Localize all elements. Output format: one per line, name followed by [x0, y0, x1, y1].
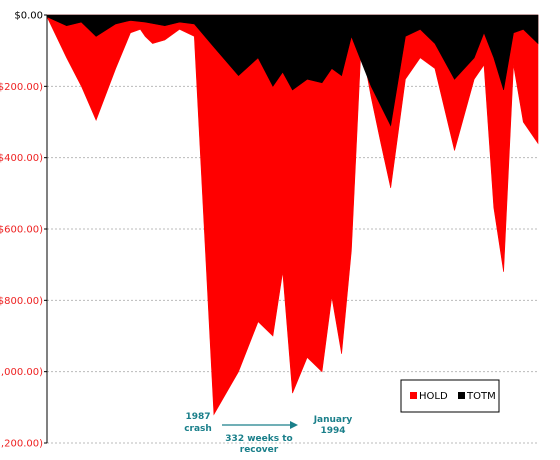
annotation-january: January	[313, 415, 353, 425]
legend-swatch-totm	[458, 392, 465, 399]
annotation-weeks: 332 weeks to	[225, 434, 292, 444]
y-tick-label: $0.00	[14, 11, 43, 22]
series-area-hold	[46, 14, 539, 416]
legend-label-totm: TOTM	[466, 391, 496, 402]
annotation-recover: recover	[240, 445, 279, 455]
legend-swatch-hold	[410, 392, 417, 399]
y-tick-label: ($1,000.00)	[0, 367, 43, 378]
y-tick-label: ($200.00)	[0, 82, 43, 93]
series-layer	[46, 14, 539, 416]
y-tick-label: ($600.00)	[0, 225, 43, 236]
annotation-1994: 1994	[320, 426, 345, 436]
legend-box	[400, 379, 500, 413]
annotation-1987: 1987	[185, 412, 210, 422]
y-axis: $0.00 ($200.00) ($400.00) ($600.00) ($800.00…	[0, 11, 48, 450]
y-tick-label: ($400.00)	[0, 153, 43, 164]
legend-label-hold: HOLD	[419, 391, 448, 402]
y-tick-label: ($800.00)	[0, 296, 43, 307]
annotations: 1987 crash 332 weeks to recover January …	[184, 412, 352, 455]
legend: HOLD TOTM	[400, 379, 500, 413]
recovery-arrowhead	[290, 421, 298, 429]
y-tick-label: ($1,200.00)	[0, 439, 43, 450]
annotation-crash: crash	[184, 424, 212, 434]
series-area-totm	[46, 14, 539, 127]
